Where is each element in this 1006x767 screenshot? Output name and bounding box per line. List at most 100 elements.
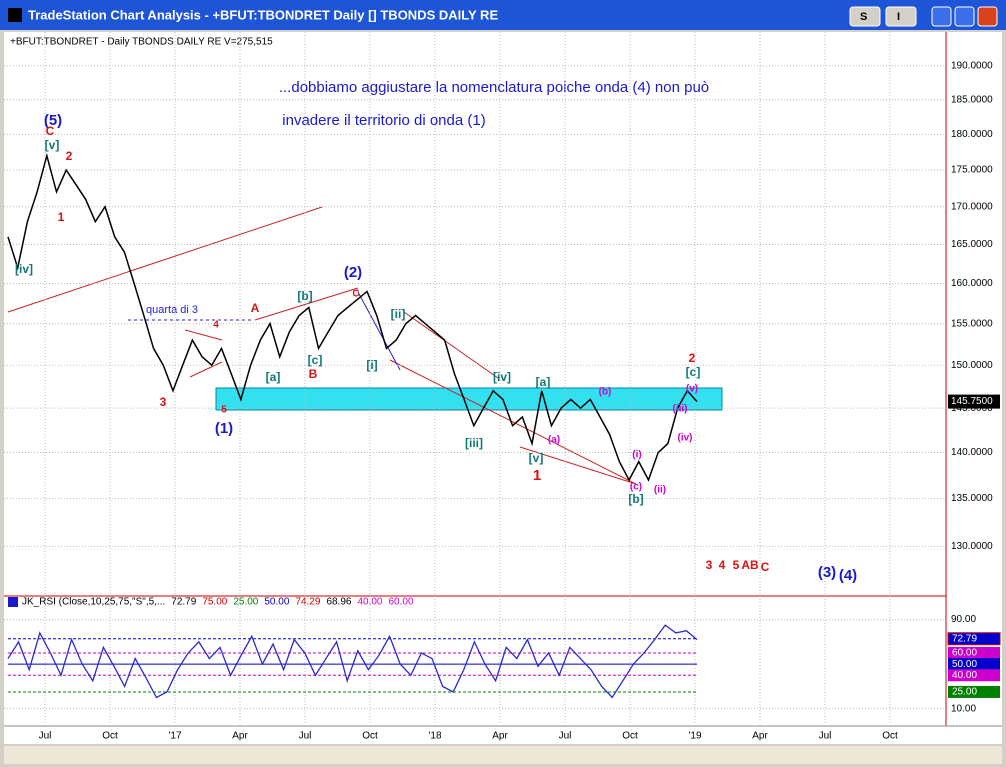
wave-label: (3)	[818, 564, 836, 581]
y-tick-label: 155.0000	[951, 318, 993, 329]
y-tick-label: 175.0000	[951, 165, 993, 176]
trend-line	[519, 446, 637, 485]
rsi-level-box	[947, 632, 1001, 646]
x-tick-label: Jul	[39, 731, 52, 742]
s-button-label[interactable]: S	[860, 11, 867, 23]
x-tick-label: Jul	[559, 731, 572, 742]
x-tick-label: Oct	[882, 731, 898, 742]
rsi-legend: 40.00	[357, 597, 382, 608]
s-button[interactable]	[849, 6, 881, 27]
wave-label: C	[352, 289, 359, 300]
wave-label: (4)	[839, 567, 857, 584]
wave-label: 2	[66, 149, 73, 163]
x-tick-label: '19	[688, 731, 701, 742]
wave-label: (iii)	[673, 404, 688, 415]
wave-label: [b]	[297, 289, 312, 303]
wave-label: 3	[160, 395, 167, 409]
trend-line	[357, 291, 401, 371]
i-button-label[interactable]: I	[897, 11, 900, 23]
x-tick-label: Jul	[819, 731, 832, 742]
wave-label: [a]	[266, 370, 281, 384]
trend-line	[403, 311, 499, 379]
rsi-level-box	[948, 685, 1000, 698]
scrollbar[interactable]	[4, 746, 1002, 764]
y-tick-label: 165.0000	[951, 239, 993, 250]
x-tick-label: Oct	[102, 731, 118, 742]
y-tick-label: 140.0000	[951, 447, 993, 458]
x-tick-label: Apr	[492, 731, 508, 742]
wave-label: (a)	[548, 435, 560, 446]
wave-label: C	[46, 124, 55, 138]
rsi-level-box	[948, 646, 1000, 659]
trend-line	[7, 206, 323, 313]
wave-label: A	[251, 301, 260, 315]
trend-line	[184, 329, 223, 341]
rsi-legend: 25.00	[233, 597, 258, 608]
x-tick-label: Jul	[299, 731, 312, 742]
x-tick-label: '17	[168, 731, 181, 742]
wave-label: 1	[58, 210, 65, 224]
x-tick-label: Apr	[752, 731, 768, 742]
wave-label: 3	[706, 558, 713, 572]
rsi-legend: 75.00	[202, 597, 227, 608]
y-tick-label: 160.0000	[951, 278, 993, 289]
note: invadere il territorio di onda (1)	[282, 112, 485, 129]
close-button[interactable]	[977, 6, 998, 27]
rsi-level-box	[948, 658, 1000, 671]
wave-label: 4	[719, 558, 726, 572]
last-price-box	[948, 394, 1000, 409]
wave-label: (iv)	[678, 433, 693, 444]
price-line	[7, 152, 698, 482]
app-icon	[8, 8, 22, 22]
wave-label: 2	[689, 351, 696, 365]
trend-line	[389, 359, 637, 485]
rsi-level-label: 25.00	[952, 687, 977, 698]
wave-label: (b)	[599, 387, 612, 398]
wave-label: [v]	[45, 138, 60, 152]
trend-line	[189, 361, 223, 378]
y-tick-label: 190.0000	[951, 61, 993, 72]
wave-label: (5)	[44, 112, 62, 129]
wave-label: B	[309, 367, 318, 381]
note: quarta di 3	[146, 304, 198, 316]
rsi-level-label: 40.00	[952, 670, 977, 681]
minimize-button[interactable]	[931, 6, 952, 27]
rsi-icon	[8, 597, 18, 607]
wave-label: [a]	[536, 375, 551, 389]
wave-label: (1)	[215, 420, 233, 437]
y-tick-label: 130.0000	[951, 541, 993, 552]
wave-label: (ii)	[654, 485, 666, 496]
y-tick-label: 185.0000	[951, 94, 993, 105]
x-tick-label: Oct	[362, 731, 378, 742]
wave-label: 5	[221, 405, 227, 416]
wave-label: [v]	[529, 451, 544, 465]
wave-label: [c]	[308, 353, 323, 367]
wave-label: [ii]	[391, 307, 406, 321]
y-tick-label: 180.0000	[951, 129, 993, 140]
i-button[interactable]	[885, 6, 917, 27]
rsi-line	[7, 624, 698, 699]
x-tick-label: Apr	[232, 731, 248, 742]
wave-label: [c]	[686, 365, 701, 379]
rsi-legend: 68.96	[326, 597, 351, 608]
y-tick-label: 135.0000	[951, 493, 993, 504]
rsi-legend: 60.00	[389, 597, 414, 608]
window-title: TradeStation Chart Analysis - +BFUT:TBON…	[28, 7, 498, 22]
support-zone	[215, 387, 723, 411]
x-tick-label: Oct	[622, 731, 638, 742]
y-tick-label: 10.00	[951, 703, 976, 714]
y-tick-label: 150.0000	[951, 360, 993, 371]
trend-line	[254, 287, 359, 321]
rsi-level-label: 60.00	[952, 648, 977, 659]
wave-label: C	[761, 560, 770, 574]
rsi-legend: 74.29	[295, 597, 320, 608]
wave-label: (i)	[632, 450, 641, 461]
title-bar	[0, 0, 1006, 30]
y-tick-label: 90.00	[951, 614, 976, 625]
rsi-level-label: 50.00	[952, 659, 977, 670]
rsi-legend: 72.79	[171, 597, 196, 608]
wave-label: [iii]	[465, 436, 483, 450]
y-tick-label: 170.0000	[951, 201, 993, 212]
maximize-button[interactable]	[954, 6, 975, 27]
